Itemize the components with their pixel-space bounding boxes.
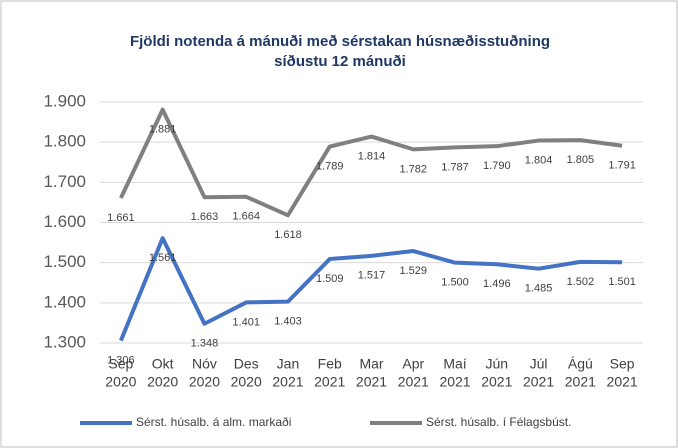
- data-label: 1.805: [567, 154, 595, 166]
- data-label: 1.661: [107, 212, 135, 224]
- data-label: 1.664: [232, 211, 260, 223]
- data-label: 1.791: [608, 160, 636, 172]
- data-label: 1.485: [525, 283, 553, 295]
- x-tick-label: Mar: [359, 356, 383, 372]
- data-label: 1.509: [316, 273, 344, 285]
- y-tick-label: 1.900: [43, 91, 86, 110]
- x-tick-label: Jan: [277, 356, 300, 372]
- data-label: 1.804: [525, 154, 553, 166]
- x-tick-label: 2021: [481, 374, 512, 390]
- data-label: 1.496: [483, 278, 511, 290]
- data-label: 1.529: [400, 265, 428, 277]
- x-tick-label: 2020: [189, 374, 220, 390]
- x-tick-label: 2021: [607, 374, 638, 390]
- legend-label: Sérst. húsalb. á alm. markaði: [136, 415, 291, 429]
- x-tick-label: 2021: [356, 374, 387, 390]
- y-tick-label: 1.300: [43, 332, 86, 351]
- x-tick-label: 2021: [439, 374, 470, 390]
- data-label: 1.789: [316, 160, 344, 172]
- x-tick-label: 2021: [523, 374, 554, 390]
- y-tick-label: 1.400: [43, 292, 86, 311]
- data-label: 1.403: [274, 316, 302, 328]
- x-tick-label: 2020: [147, 374, 178, 390]
- data-label: 1.500: [441, 277, 469, 289]
- x-tick-label: 2021: [398, 374, 429, 390]
- data-label: 1.663: [191, 211, 219, 223]
- chart-title: síðustu 12 mánuði: [274, 53, 406, 70]
- legend-label: Sérst. húsalb. í Félagsbúst.: [426, 415, 571, 429]
- x-tick-label: Ágú: [568, 356, 593, 372]
- data-label: 1.306: [107, 354, 135, 366]
- x-tick-label: 2020: [231, 374, 262, 390]
- chart-title: Fjöldi notenda á mánuði með sérstakan hú…: [130, 33, 550, 50]
- data-label: 1.517: [358, 270, 386, 282]
- data-label: 1.502: [567, 276, 595, 288]
- x-tick-label: Sep: [108, 356, 133, 372]
- line: [119, 236, 623, 342]
- y-tick-label: 1.500: [43, 252, 86, 271]
- data-label: 1.618: [274, 229, 302, 241]
- x-tick-label: Júl: [530, 356, 548, 372]
- data-label: 1.561: [149, 252, 177, 264]
- data-label: 1.348: [191, 338, 219, 350]
- data-label: 1.881: [149, 124, 177, 136]
- data-label: 1.401: [232, 316, 260, 328]
- x-tick-label: Sep: [610, 356, 635, 372]
- x-tick-label: Jún: [486, 356, 509, 372]
- x-tick-label: 2021: [565, 374, 596, 390]
- y-tick-label: 1.800: [43, 132, 86, 151]
- x-tick-label: Feb: [318, 356, 342, 372]
- x-tick-label: Apr: [402, 356, 424, 372]
- x-tick-label: Nóv: [192, 356, 217, 372]
- x-tick-label: 2021: [272, 374, 303, 390]
- data-label: 1.501: [608, 276, 636, 288]
- y-tick-label: 1.700: [43, 172, 86, 191]
- data-label: 1.814: [358, 150, 386, 162]
- data-label: 1.782: [400, 163, 428, 175]
- data-label: 1.787: [441, 161, 469, 173]
- data-label: 1.790: [483, 160, 511, 172]
- x-tick-label: Maí: [443, 356, 466, 372]
- x-tick-label: 2021: [314, 374, 345, 390]
- y-tick-label: 1.600: [43, 212, 86, 231]
- x-tick-label: 2020: [105, 374, 136, 390]
- line: [119, 107, 623, 218]
- x-tick-label: Des: [234, 356, 259, 372]
- x-tick-label: Okt: [152, 356, 174, 372]
